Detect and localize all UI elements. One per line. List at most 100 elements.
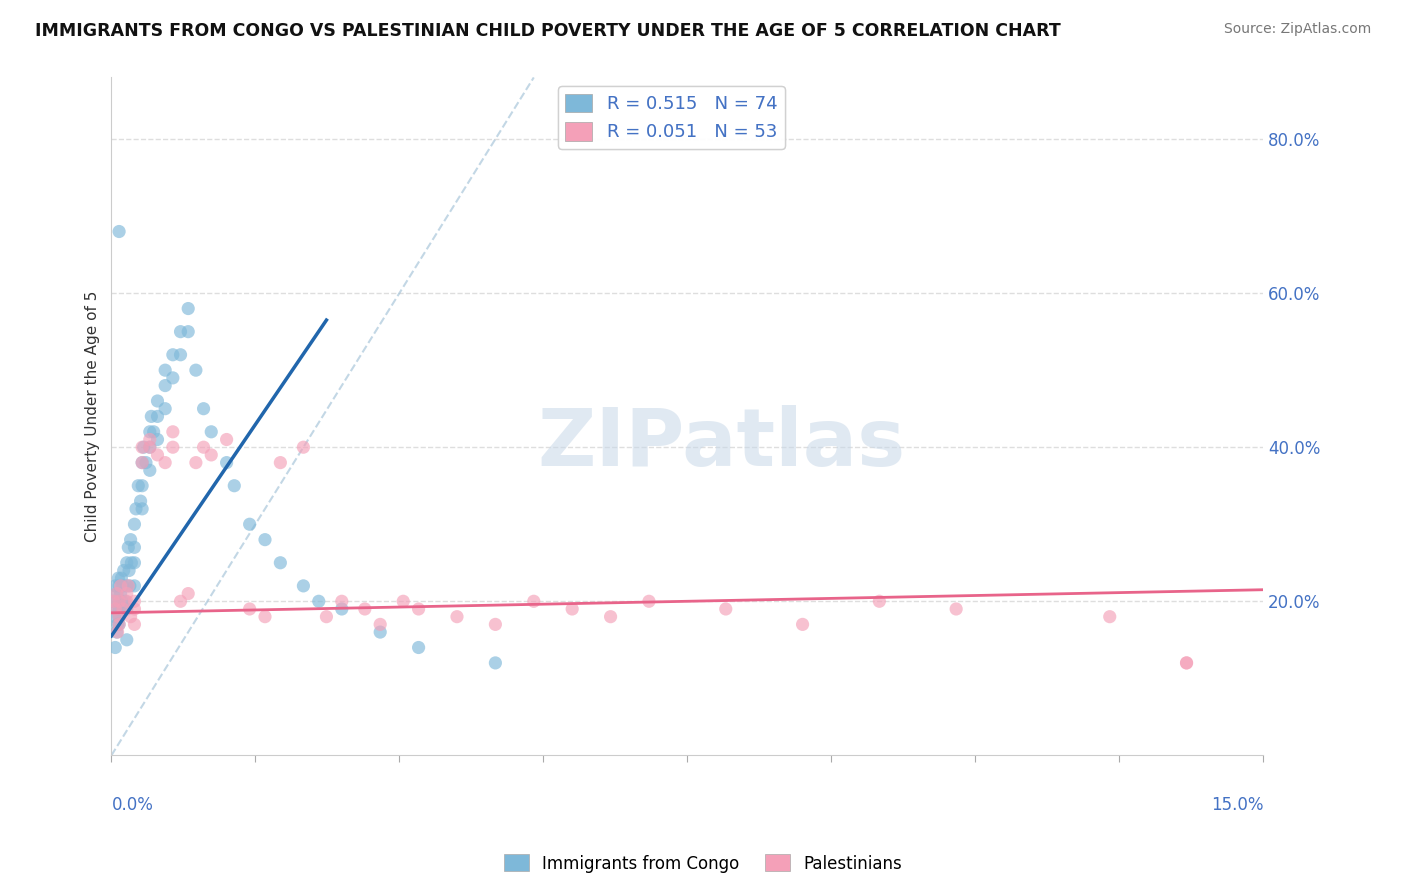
Y-axis label: Child Poverty Under the Age of 5: Child Poverty Under the Age of 5: [86, 291, 100, 542]
Point: [125, 501, 148, 516]
Point: [105, 586, 128, 600]
Point: [105, 625, 128, 640]
Point: [292, 440, 315, 454]
Point: [124, 541, 146, 555]
Text: Source: ZipAtlas.com: Source: ZipAtlas.com: [1223, 22, 1371, 37]
Point: [714, 602, 737, 616]
Point: [200, 425, 222, 439]
Point: [139, 463, 162, 477]
Point: [120, 556, 142, 570]
Point: [108, 609, 131, 624]
Point: [153, 378, 176, 392]
Text: ZIPatlas: ZIPatlas: [538, 404, 905, 483]
Point: [107, 571, 129, 585]
Legend: Immigrants from Congo, Palestinians: Immigrants from Congo, Palestinians: [498, 847, 908, 880]
Point: [142, 425, 165, 439]
Point: [269, 456, 291, 470]
Point: [118, 564, 141, 578]
Point: [139, 433, 162, 447]
Point: [105, 586, 128, 600]
Point: [135, 456, 157, 470]
Point: [177, 301, 200, 316]
Point: [108, 594, 131, 608]
Point: [111, 602, 134, 616]
Point: [110, 571, 132, 585]
Point: [131, 479, 153, 493]
Point: [484, 617, 506, 632]
Point: [224, 479, 246, 493]
Point: [408, 602, 430, 616]
Point: [124, 617, 146, 632]
Point: [184, 456, 207, 470]
Point: [368, 625, 391, 640]
Point: [446, 609, 468, 624]
Point: [114, 594, 136, 608]
Point: [177, 586, 200, 600]
Point: [124, 602, 146, 616]
Point: [104, 640, 127, 655]
Point: [111, 579, 134, 593]
Point: [353, 602, 375, 616]
Point: [153, 456, 176, 470]
Point: [193, 440, 215, 454]
Point: [330, 602, 353, 616]
Point: [200, 448, 222, 462]
Point: [115, 594, 138, 608]
Point: [599, 609, 621, 624]
Point: [169, 325, 191, 339]
Point: [108, 579, 131, 593]
Point: [193, 401, 215, 416]
Point: [153, 401, 176, 416]
Point: [638, 594, 661, 608]
Point: [103, 609, 125, 624]
Point: [308, 594, 330, 608]
Point: [115, 632, 138, 647]
Point: [112, 564, 135, 578]
Point: [131, 501, 153, 516]
Point: [868, 594, 890, 608]
Point: [104, 579, 127, 593]
Point: [131, 456, 153, 470]
Point: [101, 594, 124, 608]
Point: [523, 594, 546, 608]
Text: IMMIGRANTS FROM CONGO VS PALESTINIAN CHILD POVERTY UNDER THE AGE OF 5 CORRELATIO: IMMIGRANTS FROM CONGO VS PALESTINIAN CHI…: [35, 22, 1062, 40]
Point: [315, 609, 337, 624]
Point: [124, 556, 146, 570]
Point: [108, 225, 131, 239]
Point: [153, 363, 176, 377]
Point: [117, 579, 139, 593]
Point: [215, 433, 238, 447]
Point: [253, 609, 276, 624]
Point: [139, 440, 162, 454]
Point: [108, 617, 131, 632]
Point: [120, 609, 142, 624]
Point: [132, 440, 155, 454]
Point: [484, 656, 506, 670]
Point: [253, 533, 276, 547]
Point: [108, 617, 131, 632]
Point: [239, 602, 262, 616]
Point: [127, 479, 149, 493]
Point: [1175, 656, 1198, 670]
Point: [105, 602, 128, 616]
Point: [146, 409, 169, 424]
Point: [162, 440, 184, 454]
Point: [392, 594, 415, 608]
Point: [408, 640, 430, 655]
Text: 0.0%: 0.0%: [111, 796, 153, 814]
Point: [945, 602, 967, 616]
Point: [103, 594, 125, 608]
Point: [215, 456, 238, 470]
Point: [108, 594, 131, 608]
Point: [107, 625, 129, 640]
Point: [792, 617, 814, 632]
Point: [184, 363, 207, 377]
Point: [292, 579, 315, 593]
Point: [561, 602, 583, 616]
Point: [111, 602, 134, 616]
Point: [117, 541, 139, 555]
Point: [129, 494, 152, 508]
Point: [111, 594, 134, 608]
Point: [146, 394, 169, 409]
Point: [330, 594, 353, 608]
